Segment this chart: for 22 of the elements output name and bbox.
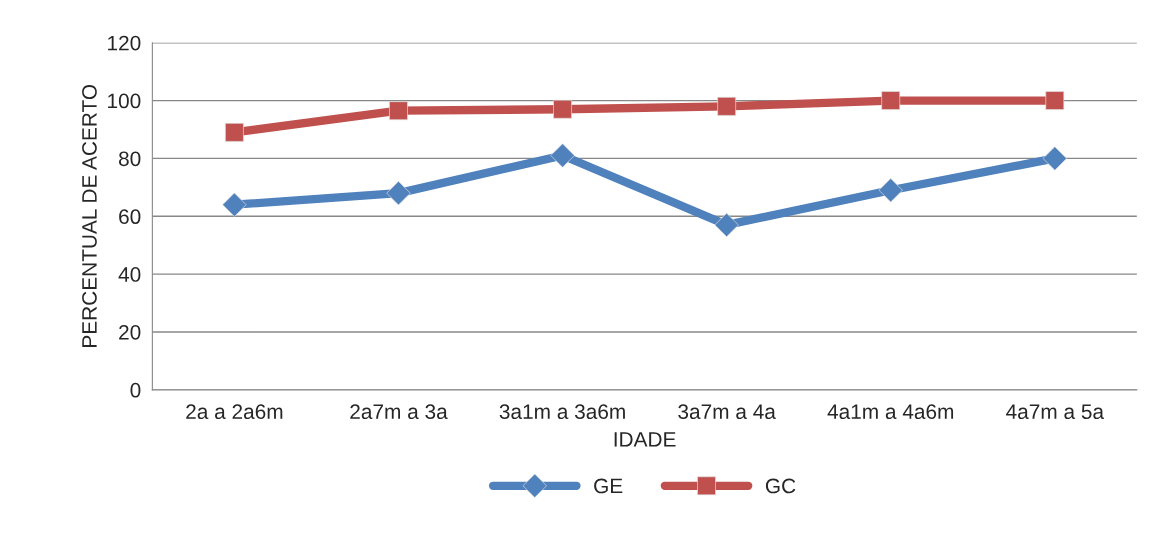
point: [881, 91, 901, 110]
point: [386, 181, 411, 206]
x-tick-label: 3a7m a 4a: [678, 404, 776, 420]
point: [225, 123, 244, 142]
y-tick-label: 120: [108, 35, 141, 51]
legend-label: GE: [594, 478, 623, 494]
x-tick-label: 2a7m a 3a: [350, 404, 448, 420]
y-tick-label: 0: [130, 382, 141, 398]
x-tick-label: 3a1m a 3a6m: [499, 404, 625, 420]
y-tick-label: 20: [119, 324, 141, 340]
y-tick-label: 40: [118, 267, 141, 282]
y-tick-label: 100: [108, 93, 141, 109]
legend-label: GC: [765, 478, 796, 494]
x-tick-label: 2a a 2a6m: [186, 404, 283, 420]
x-tick-label: 4a7m a 5a: [1006, 404, 1105, 420]
y-axis-title: PERCENTUAL DE ACERTO: [82, 84, 97, 347]
x-tick-label: 4a1m a 4a6m: [827, 404, 954, 420]
y-tick-label: 80: [118, 151, 141, 167]
x-axis-title: IDADE: [614, 432, 676, 447]
point: [553, 99, 572, 119]
y-tick-label: 60: [119, 209, 141, 225]
point: [714, 212, 739, 238]
